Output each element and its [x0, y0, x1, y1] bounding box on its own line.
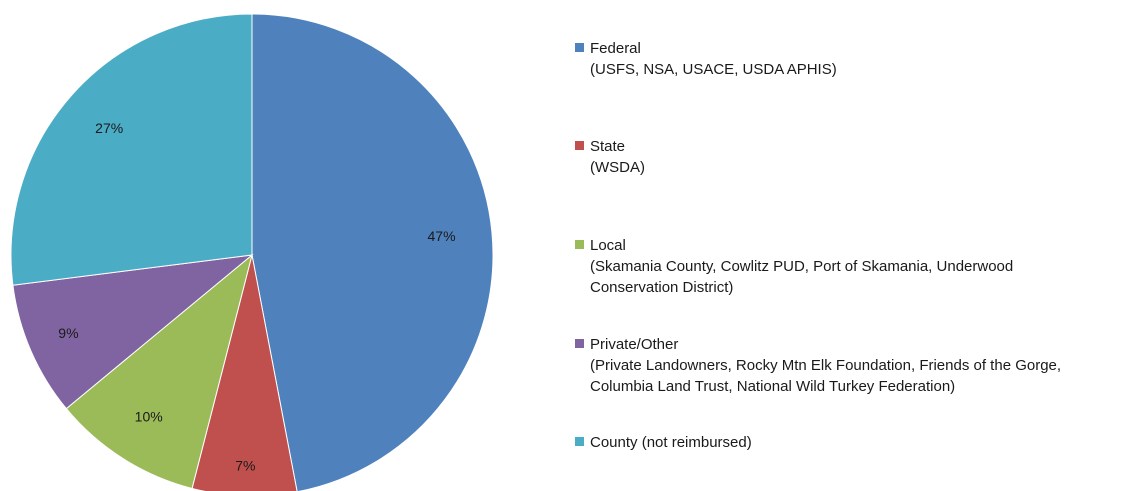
legend-label-county: County (not reimbursed) [590, 434, 752, 451]
legend-swatch-private-other [575, 339, 584, 348]
legend-item-local: Local (Skamania County, Cowlitz PUD, Por… [575, 235, 1013, 298]
legend-detail-private-line2: Columbia Land Trust, National Wild Turke… [590, 378, 956, 395]
legend-detail-federal: (USFS, NSA, USACE, USDA APHIS) [590, 61, 837, 78]
pie-slice-private-other [12, 254, 254, 410]
legend-detail-local-line1: (Skamania County, Cowlitz PUD, Port of S… [590, 258, 1014, 275]
legend-detail-state: (WSDA) [590, 159, 645, 176]
legend-label-local: Local [590, 237, 626, 254]
legend-item-federal: Federal (USFS, NSA, USACE, USDA APHIS) [575, 38, 837, 80]
legend-item-state: State (WSDA) [575, 136, 645, 178]
legend-detail-private-line1: (Private Landowners, Rocky Mtn Elk Found… [590, 357, 1062, 374]
legend-label-federal: Federal [590, 40, 641, 57]
legend-swatch-federal [575, 43, 584, 52]
legend-item-county: County (not reimbursed) [575, 432, 752, 453]
pie-slice-state [191, 254, 298, 491]
pie-label-private-other: 9% [58, 325, 78, 341]
pie-chart: 47% 7% 10% 9% 27% [10, 13, 494, 491]
legend-swatch-local [575, 240, 584, 249]
legend-item-private-other: Private/Other (Private Landowners, Rocky… [575, 334, 1061, 397]
pie-slice-local [65, 253, 253, 490]
legend-swatch-state [575, 141, 584, 150]
pie-label-county-not-reimbursed: 27% [95, 120, 123, 136]
pie-slice-county-not-reimbursed [10, 13, 253, 286]
pie-label-federal: 47% [428, 228, 456, 244]
legend-label-private-other: Private/Other [590, 336, 679, 353]
legend-swatch-county [575, 437, 584, 446]
pie-label-local: 10% [135, 408, 163, 424]
pie-label-state: 7% [235, 458, 255, 474]
legend-label-state: State [590, 138, 626, 155]
legend-detail-local-line2: Conservation District) [590, 279, 734, 296]
pie-slice-federal [251, 13, 494, 491]
